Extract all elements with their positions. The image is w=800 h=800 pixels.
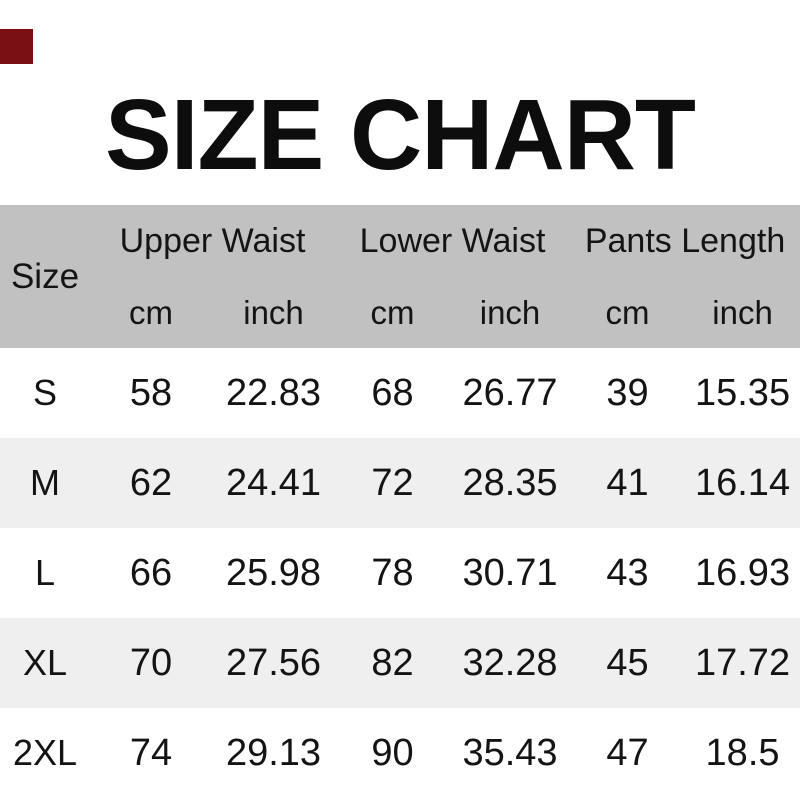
page-title: SIZE CHART — [105, 79, 696, 191]
unit-header-upper-inch: inch — [212, 277, 336, 348]
cell-lower-cm: 82 — [371, 641, 414, 684]
cell-pants-cm: 39 — [606, 371, 649, 414]
cell-upper-inch: 29.13 — [225, 731, 322, 774]
cell-lower-inch: 28.35 — [462, 461, 558, 504]
cell-pants-inch: 18.5 — [705, 731, 780, 774]
cell-upper-cm: 74 — [129, 731, 173, 774]
cell-upper-cm: 66 — [129, 551, 173, 594]
cell-upper-cm: 62 — [129, 461, 173, 504]
cell-pants-inch: 16.93 — [694, 551, 791, 594]
cell-pants-cm: 47 — [606, 731, 649, 774]
table-row-m: M 62 24.41 72 28.35 41 16.14 — [0, 438, 800, 528]
unit-header-pants-inch: inch — [685, 277, 800, 348]
unit-header-upper-cm: cm — [90, 277, 212, 348]
size-chart-table: Size Upper Waist Lower Waist Pants Lengt… — [0, 205, 800, 798]
table-header: Size Upper Waist Lower Waist Pants Lengt… — [0, 205, 800, 348]
cell-lower-inch: 35.43 — [462, 731, 558, 774]
cell-upper-inch: 22.83 — [225, 371, 322, 414]
cell-pants-cm: 41 — [606, 461, 649, 504]
cell-lower-cm: 90 — [371, 731, 414, 774]
table-row-xl: XL 70 27.56 82 32.28 45 17.72 — [0, 618, 800, 708]
size-label: S — [32, 372, 57, 413]
column-group-pants-length: Pants Length — [570, 205, 800, 277]
cell-pants-inch: 15.35 — [694, 371, 791, 414]
table-row-l: L 66 25.98 78 30.71 43 16.93 — [0, 528, 800, 618]
size-label: L — [34, 552, 56, 593]
cell-lower-inch: 32.28 — [462, 641, 558, 684]
table-row-2xl: 2XL 74 29.13 90 35.43 47 18.5 — [0, 708, 800, 798]
size-label: 2XL — [12, 732, 78, 773]
size-label: XL — [22, 642, 68, 683]
size-label: M — [30, 462, 60, 503]
brand-mark — [0, 29, 33, 64]
cell-lower-cm: 68 — [371, 371, 414, 414]
cell-upper-inch: 25.98 — [225, 551, 322, 594]
title-area: SIZE CHART — [0, 0, 800, 205]
cell-pants-cm: 45 — [606, 641, 649, 684]
unit-header-lower-inch: inch — [450, 277, 571, 348]
cell-lower-inch: 26.77 — [462, 371, 558, 414]
cell-lower-inch: 30.71 — [462, 551, 558, 594]
cell-upper-cm: 70 — [129, 641, 173, 684]
cell-pants-inch: 17.72 — [694, 641, 791, 684]
table-row-s: S 58 22.83 68 26.77 39 15.35 — [0, 348, 800, 438]
column-group-upper-waist: Upper Waist — [90, 205, 336, 277]
cell-pants-inch: 16.14 — [694, 461, 791, 504]
column-header-size: Size — [0, 205, 90, 348]
cell-upper-cm: 58 — [129, 371, 173, 414]
unit-header-pants-cm: cm — [570, 277, 686, 348]
column-group-lower-waist: Lower Waist — [335, 205, 571, 277]
cell-pants-cm: 43 — [606, 551, 649, 594]
cell-lower-cm: 78 — [371, 551, 414, 594]
cell-lower-cm: 72 — [371, 461, 414, 504]
cell-upper-inch: 27.56 — [225, 641, 322, 684]
cell-upper-inch: 24.41 — [225, 461, 322, 504]
unit-header-lower-cm: cm — [335, 277, 451, 348]
table-body: S 58 22.83 68 26.77 39 15.35 M 62 24.41 … — [0, 348, 800, 798]
